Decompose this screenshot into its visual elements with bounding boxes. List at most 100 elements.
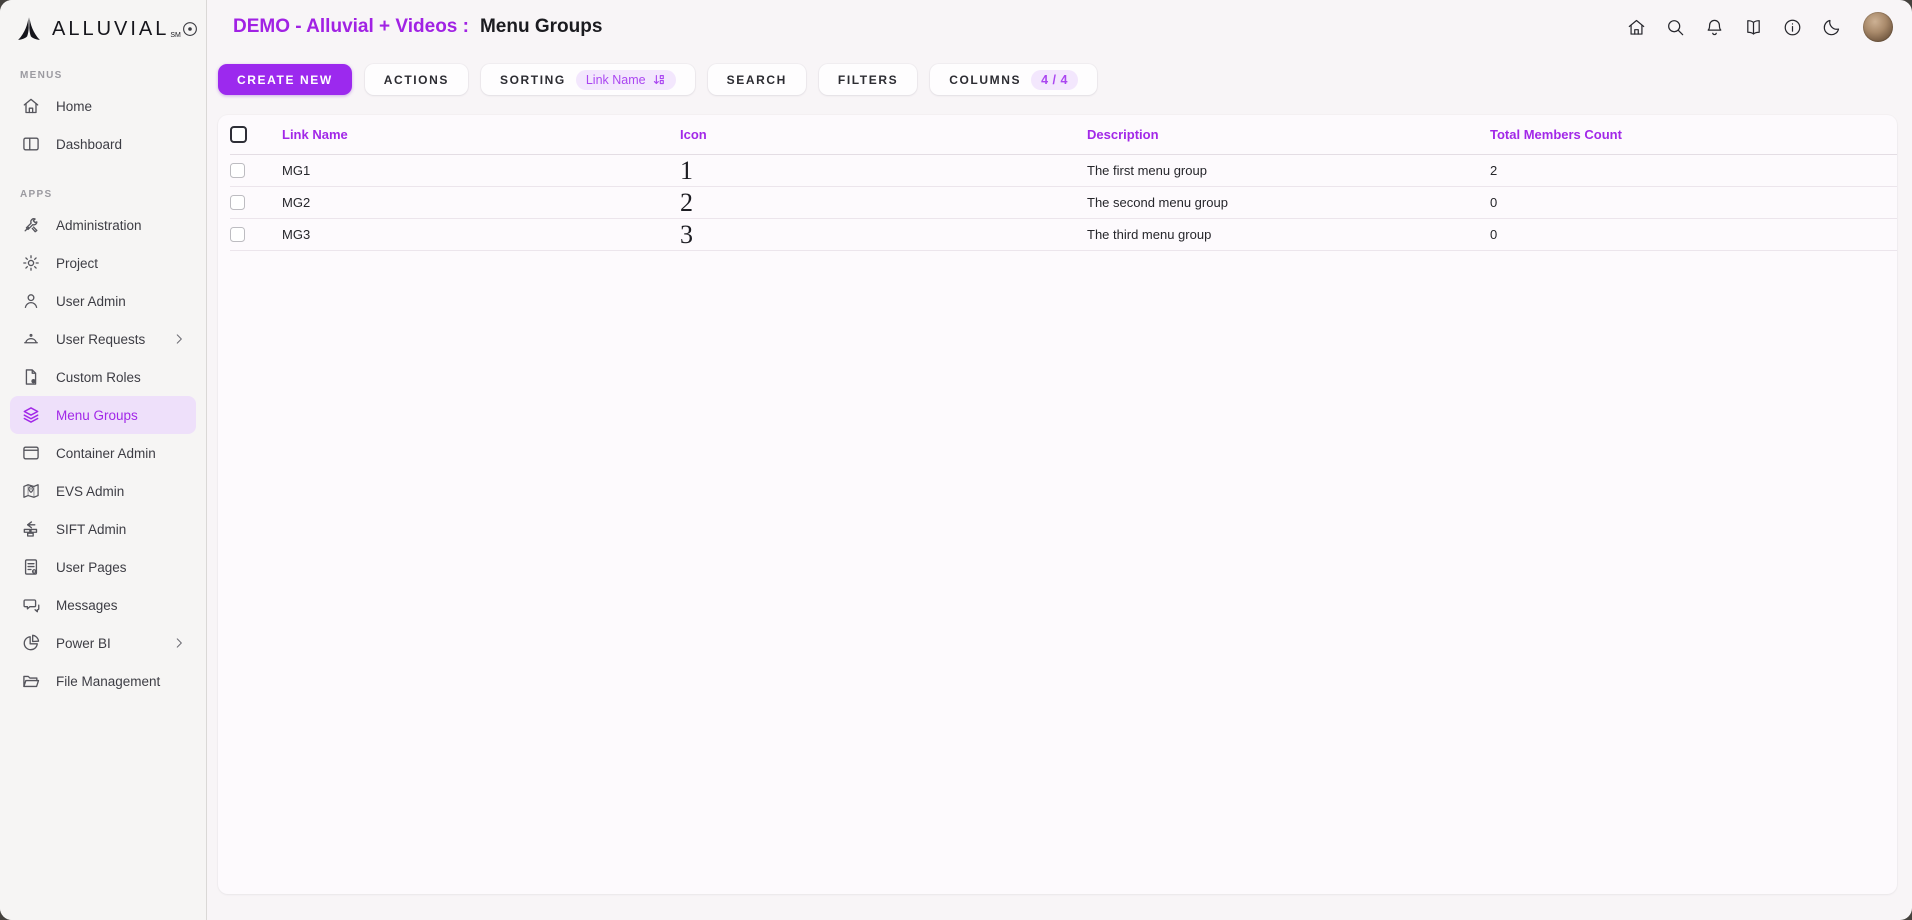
row-checkbox[interactable] — [230, 195, 245, 210]
cell-description: The second menu group — [1087, 195, 1228, 210]
columns-button[interactable]: COLUMNS 4 / 4 — [930, 64, 1097, 95]
moon-icon — [1823, 19, 1839, 35]
brand-wordmark: ALLUVIAL — [52, 17, 170, 40]
cell-description: The third menu group — [1087, 227, 1212, 242]
folder-open-icon — [20, 670, 42, 692]
info-button[interactable] — [1781, 16, 1803, 38]
sidebar-item-sift-admin[interactable]: SIFT Admin — [10, 510, 196, 548]
breadcrumb-context[interactable]: DEMO - Alluvial + Videos : — [233, 16, 469, 37]
sidebar-item-user-requests[interactable]: User Requests — [10, 320, 196, 358]
sidebar-item-label: Project — [56, 255, 99, 271]
sidebar-item-user-admin[interactable]: User Admin — [10, 282, 196, 320]
cell-link-name: MG2 — [282, 195, 311, 210]
sidebar-section-menus: MENUS — [20, 70, 63, 81]
sidebar-item-power-bi[interactable]: Power BI — [10, 624, 196, 662]
columns-count-pill: 4 / 4 — [1031, 69, 1078, 90]
chevron-right-icon — [172, 331, 188, 347]
pie-chart-icon — [20, 632, 42, 654]
file-badge-icon — [20, 366, 42, 388]
sidebar-item-label: Administration — [56, 217, 142, 233]
toolbar: CREATE NEW ACTIONS SORTING Link Name SEA… — [218, 64, 1897, 95]
sorting-label: SORTING — [499, 72, 566, 87]
select-all-checkbox[interactable] — [230, 126, 247, 143]
search-button[interactable] — [1664, 16, 1686, 38]
sidebar-item-evs-admin[interactable]: EVS Admin — [10, 472, 196, 510]
sidebar-item-label: User Admin — [56, 293, 126, 309]
home-nav-button[interactable] — [1625, 16, 1647, 38]
dark-mode-button[interactable] — [1820, 16, 1842, 38]
row-checkbox[interactable] — [230, 227, 245, 242]
person-icon — [20, 290, 42, 312]
sidebar-item-label: Custom Roles — [56, 369, 141, 385]
sidebar-item-container-admin[interactable]: Container Admin — [10, 434, 196, 472]
home-icon — [20, 95, 42, 117]
sidebar-item-project[interactable]: Project — [10, 244, 196, 282]
cell-link-name: MG1 — [282, 163, 311, 178]
main-content: DEMO - Alluvial + Videos : Menu Groups — [207, 0, 1912, 920]
home-icon — [1628, 19, 1644, 35]
sidebar-item-home[interactable]: Home — [10, 87, 196, 125]
table-row[interactable]: MG1 1 The first menu group 2 — [230, 155, 1897, 187]
cell-description: The first menu group — [1087, 163, 1207, 178]
sidebar-item-custom-roles[interactable]: Custom Roles — [10, 358, 196, 396]
column-header-icon[interactable]: Icon — [680, 127, 707, 142]
sidebar-item-messages[interactable]: Messages — [10, 586, 196, 624]
cell-icon: 1 — [680, 155, 693, 185]
cloche-icon — [20, 328, 42, 350]
breadcrumb: DEMO - Alluvial + Videos : Menu Groups — [233, 16, 602, 38]
column-header-total-members[interactable]: Total Members Count — [1490, 127, 1622, 142]
actions-button[interactable]: ACTIONS — [364, 64, 468, 95]
row-checkbox[interactable] — [230, 163, 245, 178]
page-title: Menu Groups — [479, 16, 603, 37]
sidebar-item-label: Home — [56, 98, 93, 114]
sidebar-item-file-management[interactable]: File Management — [10, 662, 196, 700]
sidebar-item-label: User Requests — [56, 331, 146, 347]
user-avatar[interactable] — [1863, 12, 1893, 42]
cell-total-members: 0 — [1490, 227, 1498, 242]
sidebar-item-administration[interactable]: Administration — [10, 206, 196, 244]
circle-dot-icon — [182, 22, 197, 36]
stack-arrow-icon — [20, 518, 42, 540]
sidebar-item-label: Menu Groups — [56, 407, 138, 423]
layers-icon — [20, 404, 42, 426]
cell-total-members: 0 — [1490, 195, 1498, 210]
menu-groups-table: Link Name Icon Description Total Members… — [218, 115, 1897, 894]
tools-icon — [20, 214, 42, 236]
column-header-description[interactable]: Description — [1087, 127, 1159, 142]
sort-ascending-icon — [653, 74, 664, 84]
chevron-right-icon — [172, 635, 188, 651]
table-row[interactable]: MG2 2 The second menu group 0 — [230, 187, 1897, 219]
sorting-button[interactable]: SORTING Link Name — [480, 64, 695, 95]
brand-servicemark: SM — [170, 31, 181, 39]
filters-button[interactable]: FILTERS — [818, 64, 918, 95]
sidebar-item-dashboard[interactable]: Dashboard — [10, 125, 196, 163]
sidebar-item-label: SIFT Admin — [56, 521, 127, 537]
sidebar-item-user-pages[interactable]: User Pages — [10, 548, 196, 586]
column-header-link-name[interactable]: Link Name — [282, 127, 348, 142]
alluvial-logo-icon — [16, 16, 42, 42]
topbar-icons — [1625, 12, 1893, 42]
bell-icon — [1707, 19, 1721, 35]
cell-icon: 2 — [680, 187, 693, 217]
topbar: DEMO - Alluvial + Videos : Menu Groups — [218, 0, 1897, 52]
columns-label: COLUMNS — [949, 72, 1022, 87]
sidebar-item-menu-groups[interactable]: Menu Groups — [10, 396, 196, 434]
notifications-button[interactable] — [1703, 16, 1725, 38]
cell-total-members: 2 — [1490, 163, 1498, 178]
search-toolbar-button[interactable]: SEARCH — [707, 64, 806, 95]
table-header-row: Link Name Icon Description Total Members… — [230, 115, 1897, 155]
map-pin-icon — [20, 480, 42, 502]
table-row[interactable]: MG3 3 The third menu group 0 — [230, 219, 1897, 251]
window-icon — [20, 442, 42, 464]
sorting-value-pill[interactable]: Link Name — [575, 69, 676, 90]
sidebar-section-apps: APPS — [20, 189, 53, 200]
cell-link-name: MG3 — [282, 227, 311, 242]
brand: ALLUVIAL SM — [10, 14, 199, 42]
create-new-button[interactable]: CREATE NEW — [218, 64, 352, 95]
sidebar-collapse-button[interactable] — [181, 18, 199, 40]
documentation-button[interactable] — [1742, 16, 1764, 38]
dashboard-icon — [20, 133, 42, 155]
brand-name: ALLUVIAL SM — [52, 18, 181, 41]
sidebar-item-label: Container Admin — [56, 445, 156, 461]
